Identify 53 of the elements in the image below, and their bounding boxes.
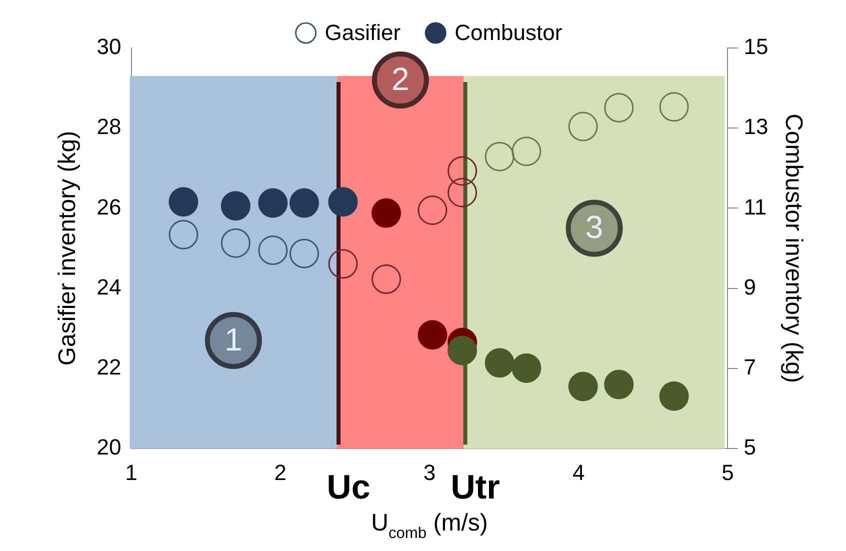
point <box>258 236 288 266</box>
point <box>418 195 448 225</box>
point <box>568 112 598 142</box>
y2-tick-label: 11 <box>744 194 767 220</box>
y2-tick-label: 13 <box>744 114 768 140</box>
y-tick-label: 30 <box>96 34 122 60</box>
point <box>328 249 358 279</box>
y2-tick-label: 7 <box>744 354 756 380</box>
y-tick-label: 20 <box>96 434 122 460</box>
point <box>168 220 198 250</box>
point <box>512 136 542 166</box>
band-label: 2 <box>392 60 410 97</box>
point <box>484 142 514 172</box>
point <box>372 264 402 294</box>
point <box>512 353 542 383</box>
point <box>604 92 634 122</box>
point <box>448 156 478 186</box>
point <box>659 92 689 122</box>
legend-label: Combustor <box>454 20 562 46</box>
x-tick-label: 5 <box>722 460 734 485</box>
point <box>289 188 319 218</box>
legend-label: Gasifier <box>324 20 401 46</box>
x-tick-label: 4 <box>572 460 585 485</box>
y-tick-label: 24 <box>96 274 122 300</box>
point <box>448 178 478 208</box>
y2-tick-label: 5 <box>744 434 756 460</box>
point <box>328 187 358 217</box>
x-tick-label: 3 <box>423 460 436 485</box>
point <box>484 348 514 378</box>
point <box>372 198 402 228</box>
point <box>604 370 634 400</box>
band-label: 3 <box>585 209 604 246</box>
band-label: 1 <box>224 321 242 358</box>
point <box>448 336 478 366</box>
point <box>418 320 448 350</box>
y2-axis-title: Combustor inventory (kg) <box>780 114 807 384</box>
point <box>659 381 689 411</box>
y-tick-label: 28 <box>96 114 122 140</box>
point <box>258 188 288 218</box>
point <box>568 372 598 402</box>
y-axis-title: Gasifier inventory (kg) <box>54 130 82 366</box>
ref-line-label: Utr <box>450 468 500 507</box>
y2-tick-label: 15 <box>744 34 768 60</box>
y2-tick-label: 9 <box>744 274 756 300</box>
x-tick-label: 1 <box>125 460 138 485</box>
y-tick-label: 22 <box>96 354 122 380</box>
x-tick-label: 2 <box>274 460 287 485</box>
point <box>289 238 319 268</box>
point <box>220 228 250 258</box>
point <box>168 187 198 217</box>
y-tick-label: 26 <box>96 194 122 220</box>
point <box>220 191 250 221</box>
ref-line-label: Uc <box>326 468 370 507</box>
